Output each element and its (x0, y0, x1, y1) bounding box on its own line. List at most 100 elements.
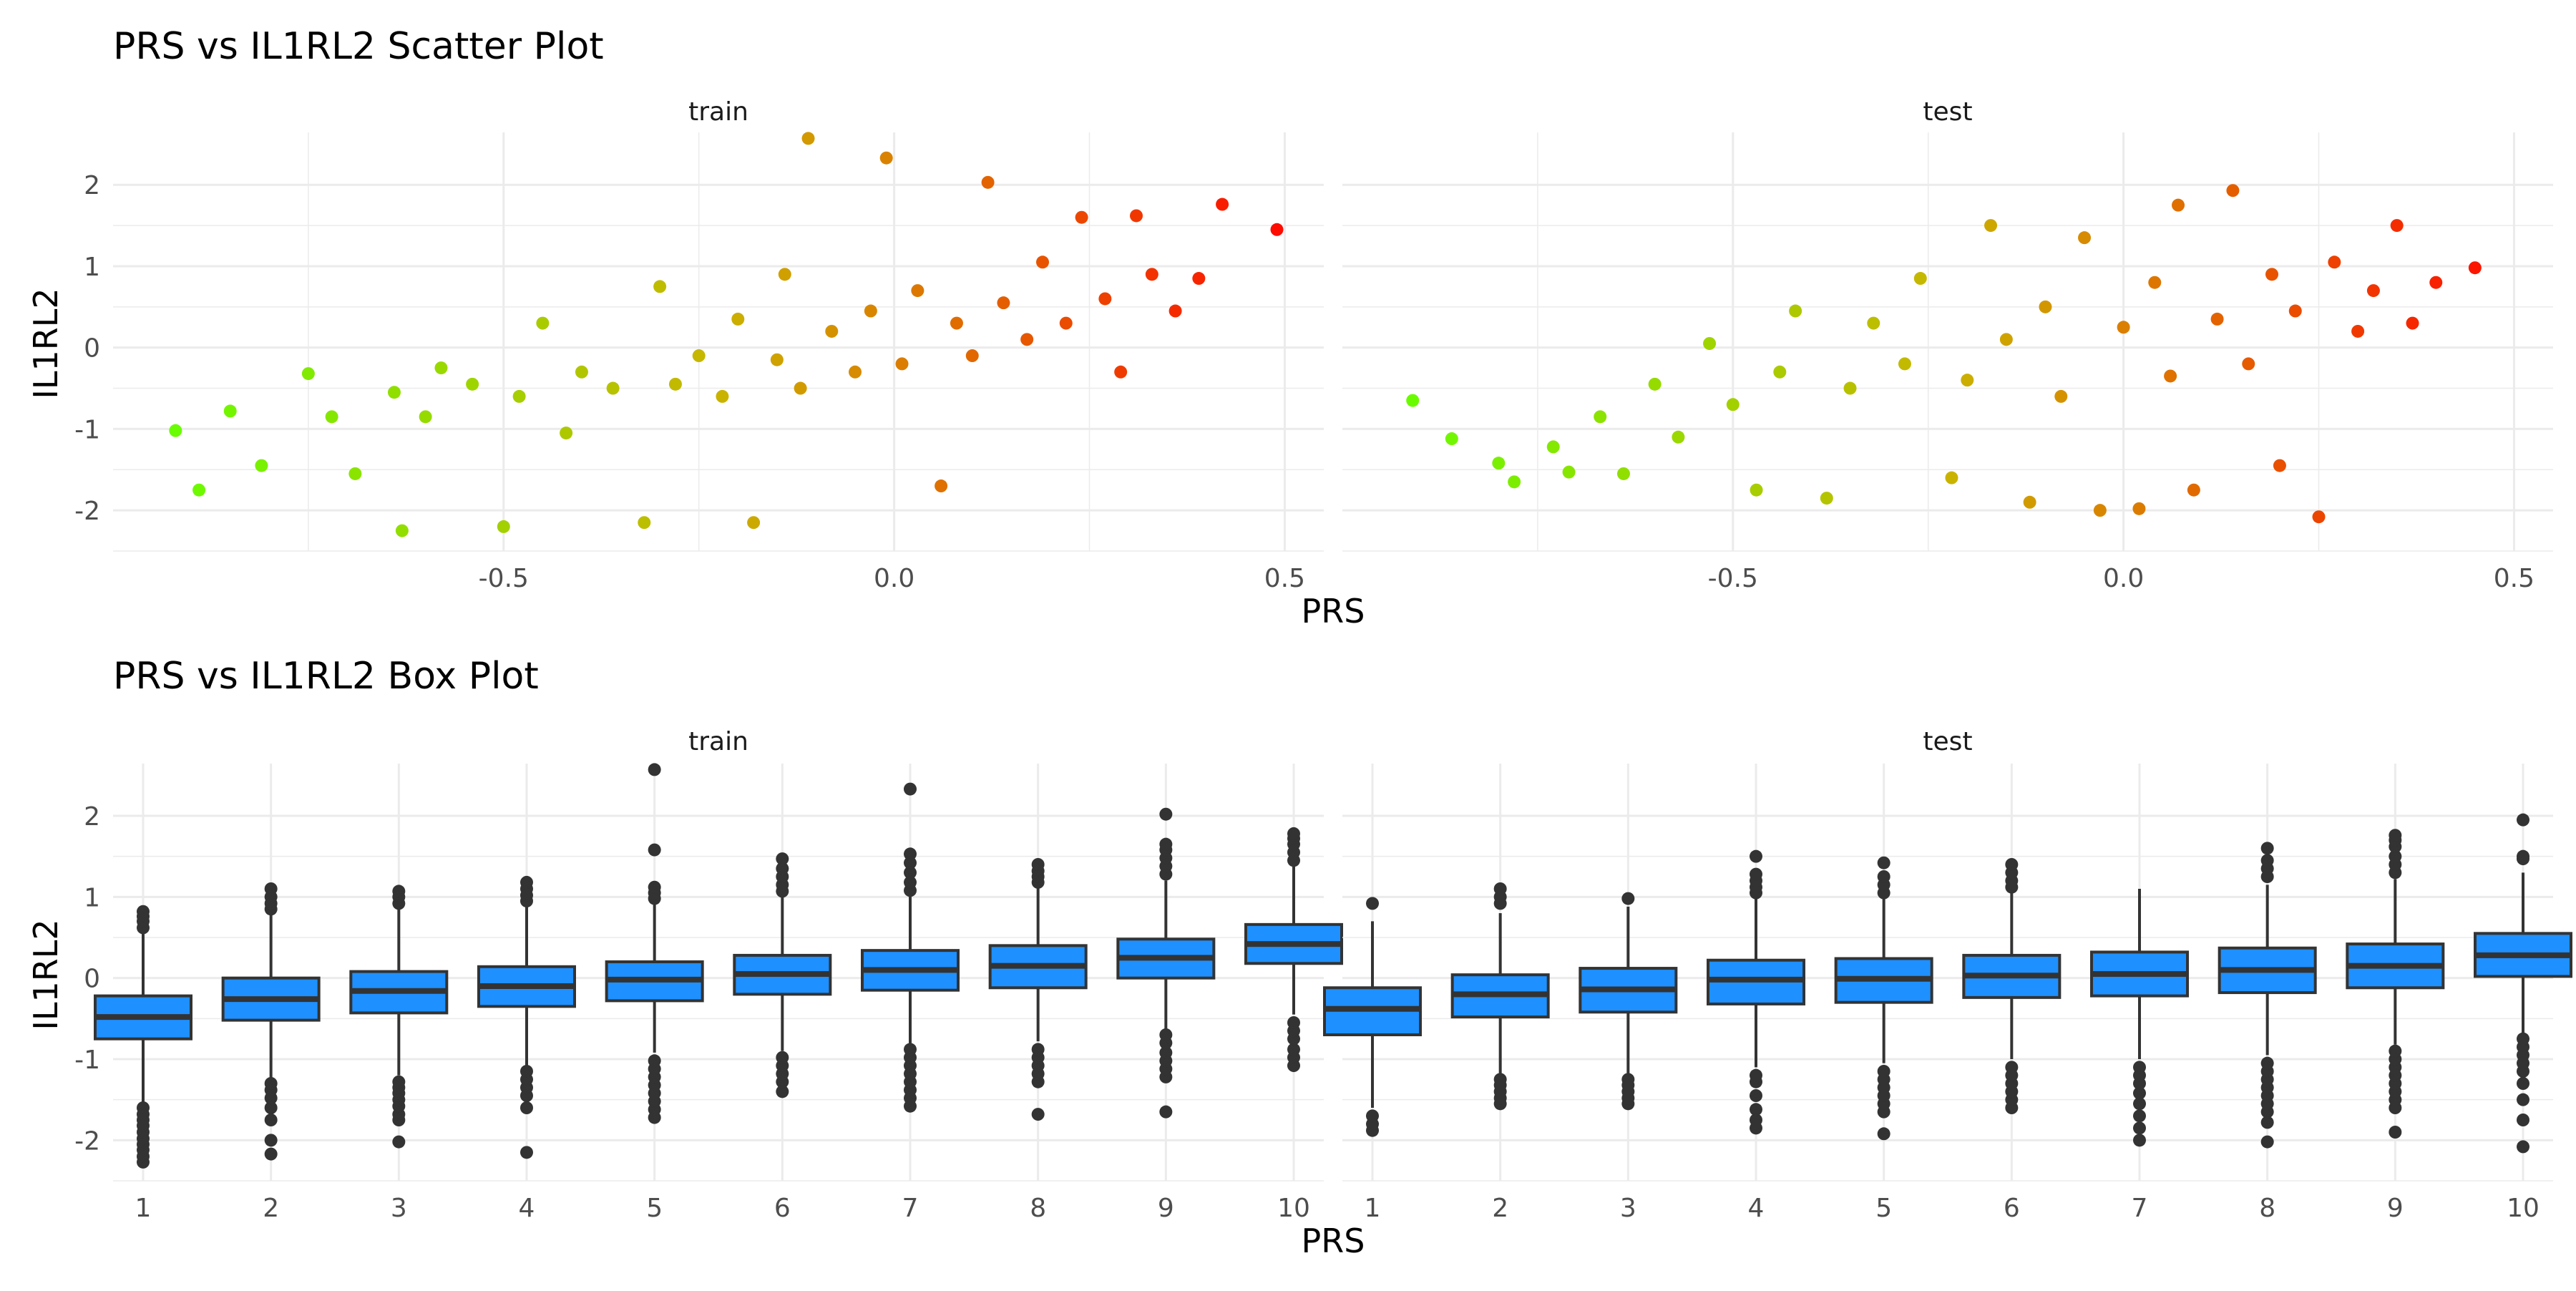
boxplot-train-outlier-point (904, 875, 917, 889)
scatter-train-x-tick-label: 0.5 (1264, 564, 1305, 593)
boxplot-test-x-tick-label: 6 (2004, 1194, 2020, 1223)
boxplot-test-outlier-point (1750, 1103, 1762, 1116)
scatter-test-point (2117, 321, 2130, 334)
scatter-train-point (950, 316, 963, 330)
scatter-train-point (849, 365, 862, 379)
boxplot-test-outlier-point (2389, 1126, 2402, 1139)
boxplot-test-facet-label: test (1923, 727, 1972, 756)
boxplot-train-outlier-point (1031, 1043, 1045, 1056)
scatter-test-point (1750, 483, 1763, 497)
boxplot-train-outlier-point (137, 905, 150, 918)
scatter-test-point (1984, 219, 1998, 233)
boxplot-test-outlier-point (2389, 1044, 2402, 1058)
scatter-train-point (560, 427, 573, 440)
boxplot-test-x-tick-label: 1 (1365, 1194, 1381, 1223)
boxplot-train-x-tick-label: 1 (135, 1194, 152, 1223)
boxplot-test-outlier-point (1493, 882, 1507, 895)
boxplot-train-outlier-point (1287, 1043, 1300, 1056)
boxplot-test-outlier-point (2005, 1061, 2019, 1074)
boxplot-test-x-tick-label: 2 (1492, 1194, 1508, 1223)
boxplot-train-outlier-point (648, 763, 661, 776)
scatter-train-point (1114, 365, 1128, 379)
boxplot-test-outlier-point (1750, 1114, 1762, 1126)
boxplot-train-outlier-point (264, 1147, 278, 1161)
scatter-test-point (1843, 381, 1857, 395)
scatter-train-x-tick-label: -0.5 (479, 564, 529, 593)
scatter-train-point (348, 467, 362, 480)
scatter-test-point (2148, 276, 2162, 289)
scatter-train-point (895, 357, 909, 371)
boxplot-train-x-tick-label: 4 (519, 1194, 535, 1223)
scatter-test-point (1773, 365, 1787, 379)
boxplot-test-outlier-point (1877, 856, 1890, 869)
scatter-test-facet-label: test (1923, 97, 1972, 127)
boxplot-title: PRS vs IL1RL2 Box Plot (113, 655, 539, 698)
boxplot-test-outlier-point (2517, 1093, 2529, 1106)
boxplot-train-outlier-point (520, 1146, 533, 1159)
scatter-train-point (778, 268, 791, 281)
boxplot-train-outlier-point (1159, 1046, 1173, 1059)
scatter-test-point (2312, 510, 2326, 524)
scatter-test-x-tick-label: -0.5 (1708, 564, 1758, 593)
scatter-test-point (1726, 398, 1740, 411)
scatter-train-x-tick-label: 0.0 (874, 564, 914, 593)
scatter-y-axis-label: IL1RL2 (26, 288, 65, 399)
boxplot-test-outlier-point (1750, 867, 1762, 881)
boxplot-train-outlier-point (904, 782, 917, 796)
boxplot-train-x-tick-label: 2 (263, 1194, 279, 1223)
boxplot-test-outlier-point (1877, 1065, 1890, 1078)
scatter-test-x-tick-label: 0.0 (2103, 564, 2144, 593)
boxplot-test-outlier-point (2133, 1061, 2146, 1074)
boxplot-train-outlier-point (776, 1085, 789, 1098)
scatter-test-point (1945, 471, 1958, 484)
scatter-test-point (1913, 272, 1927, 286)
scatter-train-point (1169, 304, 1182, 318)
scatter-train-point (606, 381, 620, 395)
boxplot-test-outlier-point (2133, 1097, 2146, 1111)
boxplot-test-outlier-point (1750, 849, 1762, 863)
boxplot-train-outlier-point (904, 1043, 917, 1056)
scatter-test-point (2023, 495, 2036, 509)
boxplot-train-outlier-point (392, 885, 406, 898)
scatter-test-point (1898, 357, 1911, 371)
boxplot-test-outlier-point (2517, 1114, 2529, 1126)
scatter-test-point (2164, 369, 2177, 383)
boxplot-test-x-tick-label: 3 (1620, 1194, 1636, 1223)
scatter-train-point (935, 479, 948, 493)
scatter-test-point (2078, 231, 2092, 245)
scatter-test-point (2093, 504, 2107, 517)
scatter-test-point (1648, 377, 1662, 391)
scatter-train-point (997, 296, 1010, 310)
boxplot-test-outlier-point (2260, 1135, 2274, 1149)
boxplot-train-outlier-point (904, 866, 917, 880)
boxplot-test-outlier-point (2005, 858, 2019, 871)
boxplot-train-x-tick-label: 3 (391, 1194, 407, 1223)
scatter-train-point (965, 349, 979, 363)
scatter-train-point (653, 280, 667, 293)
scatter-train-point (255, 459, 268, 472)
scatter-train-point (668, 377, 682, 391)
boxplot-test-outlier-point (1877, 1127, 1890, 1141)
scatter-train-point (466, 377, 479, 391)
boxplot-train-outlier-point (264, 1114, 278, 1126)
boxplot-train-outlier-point (1287, 827, 1300, 840)
boxplot-train-outlier-point (264, 1101, 278, 1114)
scatter-train-point (1216, 198, 1229, 211)
scatter-train-y-tick-label: 1 (84, 253, 100, 282)
scatter-test-x-tick-label: 0.5 (2494, 564, 2534, 593)
scatter-test-point (1999, 333, 2013, 346)
scatter-train-point (434, 361, 448, 375)
boxplot-train-x-tick-label: 6 (774, 1194, 791, 1223)
scatter-train-point (512, 389, 526, 403)
boxplot-train-outlier-point (392, 1135, 406, 1149)
boxplot-train-outlier-point (1159, 1105, 1173, 1119)
scatter-train-point (911, 284, 924, 298)
boxplot-test-outlier-point (2517, 1032, 2529, 1046)
scatter-train-point (770, 353, 784, 366)
boxplot-test-outlier-point (2260, 854, 2274, 867)
boxplot-test-outlier-point (2389, 829, 2402, 842)
boxplot-train-outlier-point (264, 1134, 278, 1147)
boxplot-train-outlier-point (648, 843, 661, 857)
scatter-train-point (1020, 333, 1034, 346)
